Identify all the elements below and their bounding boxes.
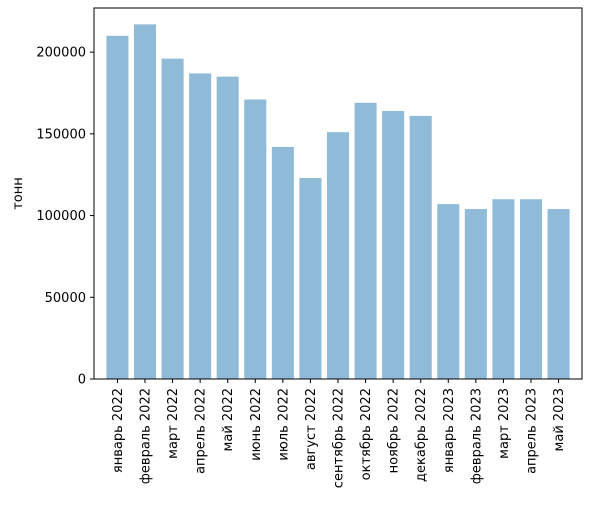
bar-14 bbox=[464, 209, 487, 379]
x-tick-label: март 2022 bbox=[166, 388, 181, 459]
bar-12 bbox=[409, 115, 432, 379]
x-tick-label: май 2023 bbox=[552, 388, 567, 451]
bar-3 bbox=[161, 58, 184, 380]
plot-frame bbox=[93, 7, 583, 380]
bar-6 bbox=[244, 99, 267, 379]
x-tick-label: апрель 2022 bbox=[194, 388, 209, 474]
x-tick-label: май 2022 bbox=[221, 388, 236, 451]
bar-17 bbox=[547, 209, 570, 379]
y-tick-label: 150000 bbox=[36, 127, 86, 142]
x-tick-label: февраль 2023 bbox=[469, 388, 484, 484]
x-tick-label: июль 2022 bbox=[276, 388, 291, 461]
y-axis-label: тонн bbox=[11, 177, 26, 210]
bar-7 bbox=[271, 146, 294, 379]
y-tick-label: 100000 bbox=[36, 209, 86, 224]
x-tick-label: декабрь 2022 bbox=[414, 388, 429, 482]
x-tick-label: сентябрь 2022 bbox=[332, 388, 347, 488]
bar-4 bbox=[189, 73, 212, 379]
y-tick-label: 200000 bbox=[36, 46, 86, 61]
bar-13 bbox=[437, 204, 460, 379]
bar-8 bbox=[299, 177, 322, 379]
bar-9 bbox=[326, 132, 350, 379]
bar-1 bbox=[106, 35, 129, 379]
bar-11 bbox=[382, 110, 405, 380]
bar-16 bbox=[519, 199, 543, 379]
y-axis: 0 50000 100000 150000 200000 bbox=[36, 46, 94, 388]
x-tick-label: август 2022 bbox=[304, 388, 319, 470]
bars-group bbox=[106, 24, 570, 380]
y-tick-label: 50000 bbox=[45, 291, 86, 306]
x-tick-label: октябрь 2022 bbox=[359, 388, 374, 480]
x-tick-label: июнь 2022 bbox=[249, 388, 264, 461]
x-tick-label: ноябрь 2022 bbox=[387, 388, 402, 473]
bar-10 bbox=[354, 102, 377, 379]
y-tick-label: 0 bbox=[78, 373, 86, 388]
bar-2 bbox=[133, 24, 157, 379]
x-tick-label: март 2023 bbox=[497, 388, 512, 459]
x-tick-label: февраль 2022 bbox=[139, 388, 154, 484]
x-tick-label: январь 2023 bbox=[442, 388, 457, 473]
x-tick-label: апрель 2023 bbox=[524, 388, 539, 474]
bar-15 bbox=[492, 199, 515, 379]
x-tick-label: январь 2022 bbox=[111, 388, 126, 473]
bar-5 bbox=[216, 76, 239, 379]
x-axis: январь 2022 февраль 2022 март 2022 апрель 2… bbox=[111, 379, 567, 488]
